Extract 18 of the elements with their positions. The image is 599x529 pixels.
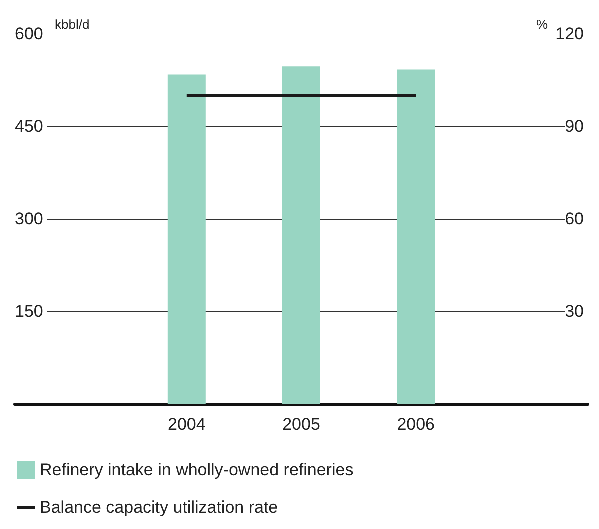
y2-tick-label: 30 bbox=[565, 302, 584, 321]
y-axis-title: kbbl/d bbox=[55, 17, 90, 32]
y-tick-label: 300 bbox=[15, 210, 44, 228]
y-tick-label: 450 bbox=[15, 117, 44, 136]
y2-tick-label: 90 bbox=[565, 117, 584, 136]
y2-axis-title: % bbox=[536, 17, 548, 32]
y-tick-label: 600 bbox=[15, 24, 44, 44]
y2-tick-label: 60 bbox=[565, 210, 584, 228]
x-tick-label: 2006 bbox=[397, 415, 436, 434]
legend-label: Refinery intake in wholly-owned refineries bbox=[40, 460, 354, 480]
bar bbox=[282, 66, 320, 404]
bar bbox=[168, 74, 206, 404]
legend-label: Balance capacity utilization rate bbox=[40, 498, 278, 517]
y-tick-label: 150 bbox=[15, 302, 44, 321]
x-tick-label: 2004 bbox=[168, 415, 206, 434]
y2-tick-label: 120 bbox=[556, 24, 584, 44]
bar bbox=[397, 70, 436, 404]
x-tick-label: 2005 bbox=[282, 415, 320, 434]
